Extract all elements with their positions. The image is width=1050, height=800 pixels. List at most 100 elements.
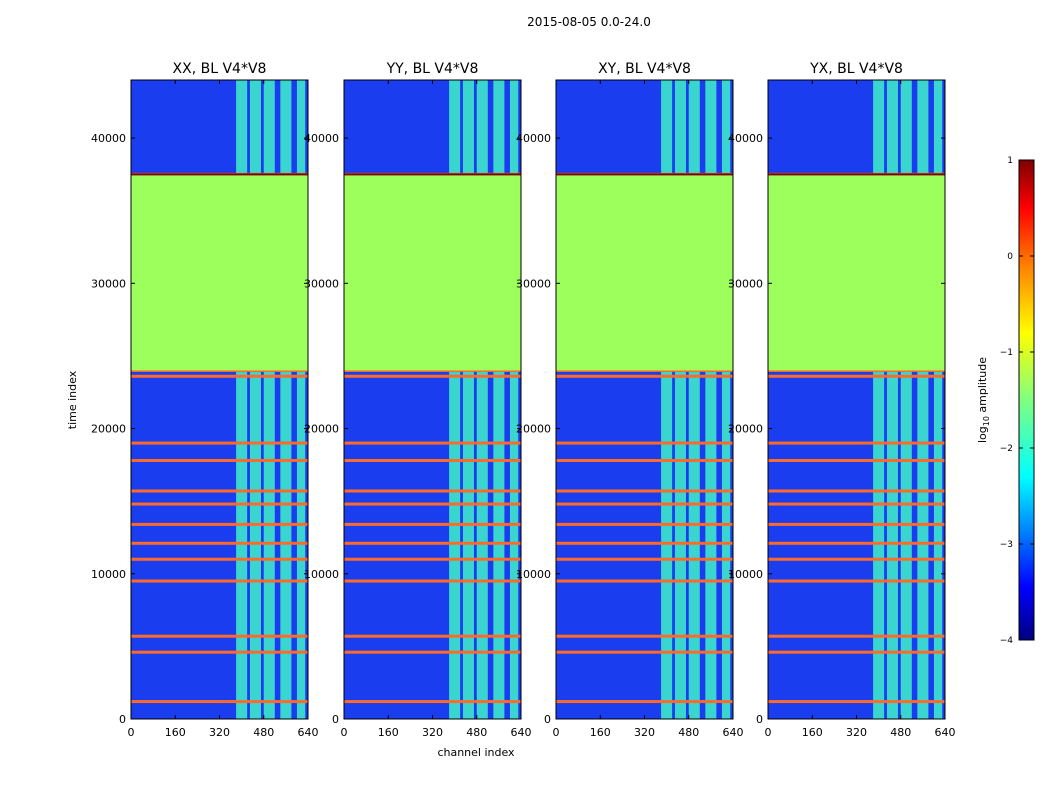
flag-line xyxy=(131,634,308,638)
y-tick-label: 10000 xyxy=(516,568,551,581)
flag-line xyxy=(344,441,521,445)
channel-band xyxy=(476,80,488,719)
channel-band xyxy=(249,80,261,719)
channel-band xyxy=(933,80,943,719)
x-tick-label: 480 xyxy=(253,726,274,739)
flag-line xyxy=(556,579,733,583)
flag-line xyxy=(556,502,733,506)
colorbar-label: log10 amplitude xyxy=(976,357,991,443)
colorbar: 1 0 −1 −2 −3 −4 log10 amplitude xyxy=(976,156,1035,646)
channel-band xyxy=(917,80,929,719)
x-tick-label: 320 xyxy=(422,726,443,739)
flag-line xyxy=(131,374,308,378)
x-axis-label: channel index xyxy=(437,746,515,759)
flag-edge-line xyxy=(556,173,733,176)
colorbar-tick-label: 1 xyxy=(1007,156,1013,166)
x-tick-label: 0 xyxy=(341,726,348,739)
y-tick-label: 30000 xyxy=(516,277,551,290)
flag-line xyxy=(344,700,521,704)
x-tick-label: 640 xyxy=(298,726,319,739)
flagged-region xyxy=(556,174,733,371)
flag-line xyxy=(768,579,945,583)
channel-band xyxy=(705,80,717,719)
flag-line xyxy=(556,522,733,526)
flag-line xyxy=(768,541,945,545)
flag-line xyxy=(344,489,521,493)
x-tick-label: 160 xyxy=(378,726,399,739)
flag-line xyxy=(768,522,945,526)
channel-band xyxy=(462,80,474,719)
flag-line xyxy=(344,522,521,526)
y-tick-label: 0 xyxy=(119,713,126,726)
y-tick-label: 10000 xyxy=(728,568,763,581)
flag-line xyxy=(344,650,521,654)
flag-line xyxy=(556,557,733,561)
panel-yy: YY, BL V4*V8 0 160 320 480 640 0 10000 20000 3000… xyxy=(304,61,532,739)
figure-title: 2015-08-05 0.0-24.0 xyxy=(527,15,651,29)
flag-line xyxy=(344,557,521,561)
channel-band xyxy=(688,80,700,719)
x-tick-label: 480 xyxy=(678,726,699,739)
x-tick-label: 160 xyxy=(802,726,823,739)
y-tick-label: 40000 xyxy=(728,132,763,145)
x-tick-label: 0 xyxy=(765,726,772,739)
x-tick-label: 160 xyxy=(165,726,186,739)
colorbar-tick-label: −3 xyxy=(1000,540,1013,550)
flag-line xyxy=(131,557,308,561)
flag-line xyxy=(131,489,308,493)
panel-title: YY, BL V4*V8 xyxy=(386,61,479,77)
flag-line xyxy=(556,374,733,378)
x-tick-label: 640 xyxy=(935,726,956,739)
flag-line xyxy=(344,541,521,545)
flag-line xyxy=(556,541,733,545)
x-tick-label: 320 xyxy=(634,726,655,739)
y-tick-label: 30000 xyxy=(728,277,763,290)
y-tick-label: 30000 xyxy=(304,277,339,290)
x-tick-label: 0 xyxy=(128,726,135,739)
flag-line xyxy=(556,489,733,493)
y-tick-label: 20000 xyxy=(304,423,339,436)
y-tick-label: 40000 xyxy=(91,132,126,145)
flag-line xyxy=(344,502,521,506)
panels: XX, BL V4*V8 0 160 320 480 640 0 10000 20000 3000… xyxy=(91,61,956,739)
flag-edge-line xyxy=(131,173,308,176)
panel-title: YX, BL V4*V8 xyxy=(809,61,903,77)
flag-line xyxy=(131,541,308,545)
channel-band xyxy=(280,80,292,719)
y-tick-label: 20000 xyxy=(728,423,763,436)
flag-line xyxy=(556,441,733,445)
panel-title: XY, BL V4*V8 xyxy=(598,61,691,77)
flag-line xyxy=(344,634,521,638)
y-tick-label: 10000 xyxy=(304,568,339,581)
y-axis-label: time index xyxy=(66,370,79,429)
channel-band xyxy=(873,80,885,719)
flag-line xyxy=(131,522,308,526)
flag-line xyxy=(768,650,945,654)
y-tick-label: 20000 xyxy=(91,423,126,436)
channel-band xyxy=(661,80,673,719)
flag-line xyxy=(556,634,733,638)
channel-band xyxy=(900,80,912,719)
flag-line xyxy=(768,441,945,445)
flag-line xyxy=(556,368,733,372)
flag-line xyxy=(768,374,945,378)
panel-title: XX, BL V4*V8 xyxy=(173,61,267,77)
x-tick-label: 320 xyxy=(209,726,230,739)
flag-line xyxy=(131,441,308,445)
flagged-region xyxy=(344,174,521,371)
channel-band xyxy=(236,80,248,719)
flag-edge-line xyxy=(768,173,945,176)
channel-band xyxy=(509,80,519,719)
flag-line xyxy=(131,458,308,462)
x-tick-label: 480 xyxy=(890,726,911,739)
flag-line xyxy=(556,458,733,462)
channel-band xyxy=(449,80,461,719)
flag-line xyxy=(768,700,945,704)
panel-xy: XY, BL V4*V8 0 160 320 480 640 0 10000 20000 3000… xyxy=(516,61,744,739)
flag-line xyxy=(344,368,521,372)
flag-line xyxy=(344,579,521,583)
channel-band xyxy=(674,80,686,719)
y-tick-label: 10000 xyxy=(91,568,126,581)
flag-line xyxy=(768,557,945,561)
